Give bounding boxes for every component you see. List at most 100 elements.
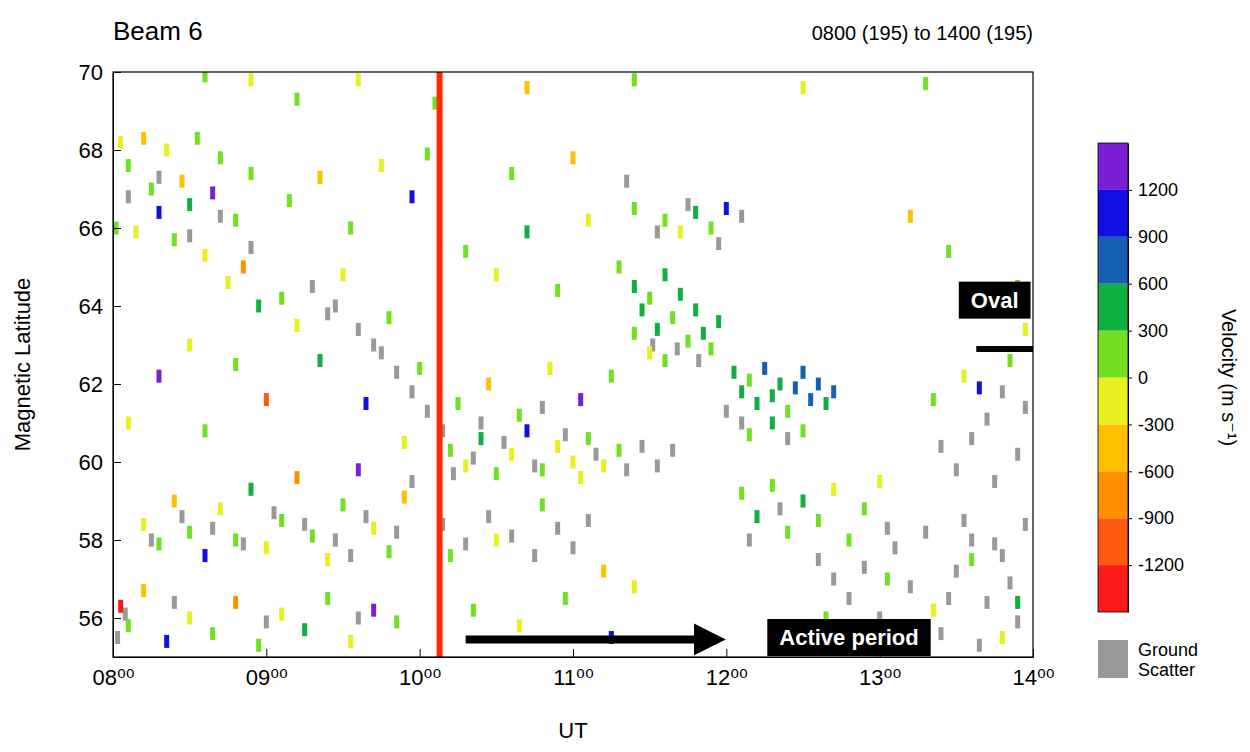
velocity-cell bbox=[509, 448, 514, 461]
ground-scatter-cell bbox=[670, 444, 675, 457]
velocity-cell bbox=[739, 385, 744, 398]
velocity-cell bbox=[387, 311, 392, 324]
velocity-cell bbox=[555, 440, 560, 453]
marker-line bbox=[437, 72, 443, 657]
velocity-cell bbox=[563, 592, 568, 605]
velocity-cell bbox=[862, 502, 867, 515]
ground-scatter-cell bbox=[923, 526, 928, 539]
annotation-box: Oval bbox=[959, 282, 1031, 319]
annotation-label: Oval bbox=[971, 288, 1019, 313]
ground-scatter-cell bbox=[333, 534, 338, 547]
velocity-cell bbox=[709, 222, 714, 235]
y-tick-label: 58 bbox=[79, 528, 103, 553]
ground-scatter-cell bbox=[180, 510, 185, 523]
ground-scatter-cell bbox=[954, 565, 959, 578]
y-tick: 60 bbox=[79, 450, 121, 475]
velocity-cell bbox=[249, 73, 254, 86]
ground-scatter-cell bbox=[532, 549, 537, 562]
velocity-cell bbox=[785, 405, 790, 418]
x-tick-label: 11⁰⁰ bbox=[553, 665, 594, 690]
velocity-cell bbox=[187, 612, 192, 625]
velocity-cell bbox=[203, 72, 208, 82]
ground-scatter-cell bbox=[716, 237, 721, 250]
velocity-cell bbox=[693, 206, 698, 219]
ground-scatter-cell bbox=[555, 522, 560, 535]
colorbar-tick: -600 bbox=[1128, 462, 1174, 482]
ground-scatter-cell bbox=[172, 596, 177, 609]
ground-scatter-cell bbox=[862, 561, 867, 574]
velocity-cell bbox=[969, 553, 974, 566]
velocity-cell bbox=[762, 362, 767, 375]
velocity-cell bbox=[279, 514, 284, 527]
velocity-cell bbox=[341, 498, 346, 511]
velocity-cell bbox=[663, 214, 668, 227]
velocity-cell bbox=[126, 159, 131, 172]
velocity-cell bbox=[885, 573, 890, 586]
colorbar-tick-label: 300 bbox=[1138, 321, 1168, 341]
velocity-cell bbox=[187, 339, 192, 352]
y-tick-mark bbox=[113, 462, 121, 463]
velocity-cell bbox=[824, 397, 829, 410]
velocity-cell bbox=[770, 479, 775, 492]
arrow bbox=[466, 635, 704, 643]
y-axis-line bbox=[113, 73, 114, 658]
velocity-cell bbox=[801, 495, 806, 508]
velocity-cell bbox=[486, 378, 491, 391]
velocity-cell bbox=[601, 459, 606, 472]
ground-scatter-cell bbox=[310, 280, 315, 293]
x-tick: 09⁰⁰ bbox=[246, 649, 288, 690]
ground-scatter-cell bbox=[655, 225, 660, 238]
colorbar-band bbox=[1098, 143, 1128, 190]
y-tick-label: 60 bbox=[79, 450, 103, 475]
ground-scatter-cell bbox=[218, 210, 223, 223]
velocity-cell bbox=[747, 374, 752, 387]
velocity-cell bbox=[187, 198, 192, 211]
velocity-cell bbox=[141, 518, 146, 531]
velocity-cell bbox=[295, 319, 300, 332]
chart: Beam 60800 (195) to 1400 (195)08⁰⁰09⁰⁰10… bbox=[0, 0, 1250, 752]
plot-area bbox=[114, 72, 1033, 657]
velocity-cell bbox=[287, 194, 292, 207]
velocity-cell bbox=[632, 327, 637, 340]
velocity-cell bbox=[233, 534, 238, 547]
y-axis-title: Magnetic Latitude bbox=[10, 278, 35, 452]
ground-scatter-cell bbox=[747, 534, 752, 547]
velocity-cell bbox=[655, 323, 660, 336]
x-tick: 14⁰⁰ bbox=[1012, 649, 1054, 690]
velocity-cell bbox=[962, 370, 967, 383]
velocity-cell bbox=[586, 432, 591, 445]
velocity-cell bbox=[931, 393, 936, 406]
velocity-cell bbox=[1015, 596, 1020, 609]
velocity-cell bbox=[801, 424, 806, 437]
velocity-cell bbox=[126, 619, 131, 632]
ground-scatter-cell bbox=[939, 627, 944, 640]
colorbar-band bbox=[1098, 331, 1128, 378]
ground-scatter-cell bbox=[640, 440, 645, 453]
velocity-cell bbox=[617, 444, 622, 457]
ground-scatter-cell bbox=[816, 553, 821, 566]
ground-scatter-cell bbox=[985, 413, 990, 426]
velocity-cell bbox=[264, 541, 269, 554]
velocity-cell bbox=[279, 608, 284, 621]
velocity-cell bbox=[249, 167, 254, 180]
ground-scatter-cell bbox=[348, 549, 353, 562]
velocity-cell bbox=[417, 362, 422, 375]
velocity-cell bbox=[157, 370, 162, 383]
velocity-cell bbox=[141, 132, 146, 145]
y-tick-label: 56 bbox=[79, 606, 103, 631]
velocity-cell bbox=[494, 268, 499, 281]
ground-scatter-cell bbox=[571, 541, 576, 554]
velocity-cell bbox=[402, 436, 407, 449]
ground-scatter-cell bbox=[563, 428, 568, 441]
velocity-cell bbox=[678, 225, 683, 238]
colorbar-tick-mark bbox=[1128, 471, 1132, 472]
velocity-cell bbox=[931, 604, 936, 617]
x-tick-label: 08⁰⁰ bbox=[92, 665, 134, 690]
velocity-cell bbox=[755, 510, 760, 523]
x-tick-label: 14⁰⁰ bbox=[1012, 665, 1054, 690]
velocity-cell bbox=[724, 202, 729, 215]
subtitle: 0800 (195) to 1400 (195) bbox=[812, 22, 1033, 44]
velocity-cell bbox=[808, 393, 813, 406]
ground-scatter-cell bbox=[394, 366, 399, 379]
velocity-cell bbox=[210, 627, 215, 640]
